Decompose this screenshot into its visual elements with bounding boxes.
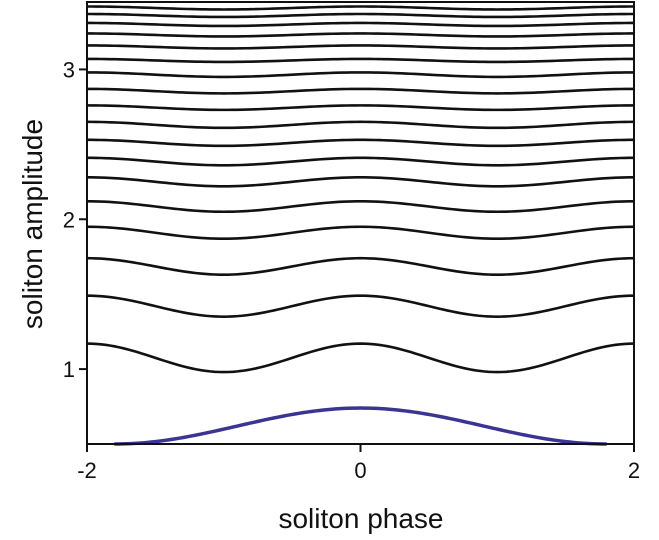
orbit-curve-17 — [87, 12, 634, 19]
x-tick-label: -2 — [77, 458, 97, 483]
orbit-curve-12 — [86, 71, 635, 79]
orbit-curve-8 — [86, 138, 635, 148]
plot-frame — [86, 1, 635, 445]
orbit-curve-18 — [86, 5, 635, 11]
curves-layer — [86, 5, 635, 446]
orbit-curve-1 — [86, 342, 635, 374]
y-tick-label: 3 — [63, 57, 75, 82]
x-axis-title: soliton phase — [278, 503, 443, 534]
orbit-curve-2 — [86, 294, 635, 318]
orbit-curve-11 — [86, 87, 635, 95]
orbit-curve-9 — [86, 120, 635, 130]
y-axis-title: soliton amplitude — [17, 119, 48, 329]
orbit-curve-10 — [86, 104, 635, 112]
separatrix-curve — [114, 406, 607, 446]
orbit-curve-4 — [86, 225, 635, 241]
ticks-layer: -2 0 2 1 2 3 — [63, 57, 640, 483]
orbit-curve-6 — [86, 175, 635, 188]
orbit-curve-13 — [87, 57, 634, 64]
y-tick-label: 1 — [63, 357, 75, 382]
orbit-curve-15 — [86, 32, 635, 38]
x-tick-label: 0 — [354, 458, 366, 483]
orbit-curve-14 — [86, 44, 635, 50]
orbit-curve-3 — [86, 256, 635, 276]
x-tick-label: 2 — [628, 458, 640, 483]
orbit-curve-5 — [86, 199, 635, 214]
orbit-curve-16 — [87, 21, 634, 28]
y-tick-label: 2 — [63, 207, 75, 232]
orbit-curve-7 — [86, 156, 635, 167]
